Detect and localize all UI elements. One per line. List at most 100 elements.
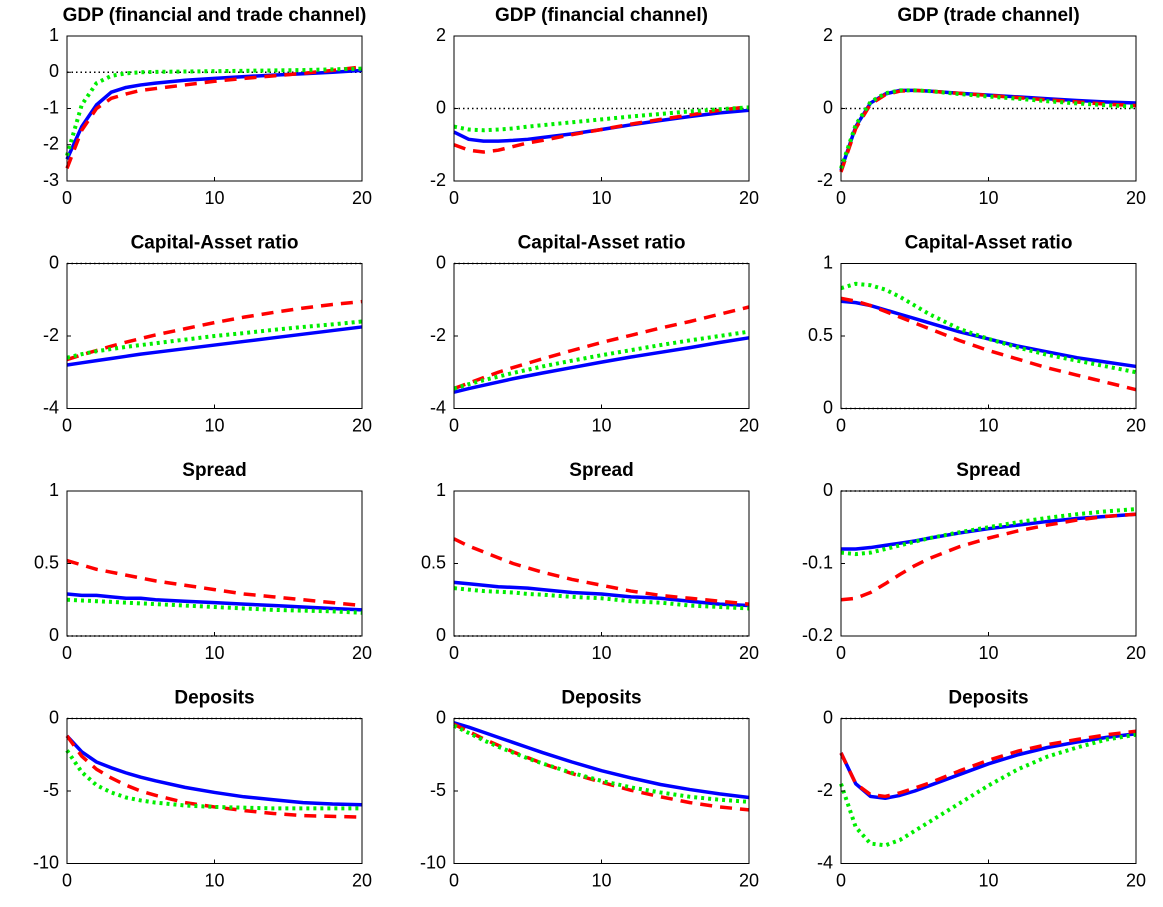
y-tick-label: 1 (823, 252, 833, 272)
y-tick-label: 1 (436, 480, 446, 500)
y-tick-label: -2 (43, 325, 59, 345)
chart-title: Spread (182, 460, 246, 481)
y-tick-label: -0.1 (802, 552, 833, 572)
chart-title: Deposits (174, 688, 254, 709)
x-tick-label: 10 (978, 188, 998, 208)
plot-frame (66, 35, 363, 182)
chart-title: Spread (956, 460, 1020, 481)
plot-frame (453, 490, 750, 637)
x-tick-label: 20 (352, 643, 372, 663)
series-line (840, 507, 1137, 557)
series-line (65, 65, 363, 169)
y-tick-label: -2 (430, 170, 446, 190)
chart-title: Deposits (948, 688, 1028, 709)
x-tick-label: 20 (739, 643, 759, 663)
x-tick-label: 20 (739, 870, 759, 890)
series-line (453, 721, 750, 800)
series-line (66, 319, 363, 360)
series-line (66, 592, 363, 612)
plot-frame (840, 263, 1137, 409)
x-tick-label: 0 (836, 188, 846, 208)
x-tick-label: 20 (739, 415, 759, 435)
y-tick-label: -2 (43, 134, 59, 154)
y-tick-label: -4 (817, 852, 833, 872)
x-tick-label: 10 (978, 870, 998, 890)
x-tick-label: 0 (449, 415, 459, 435)
x-tick-label: 20 (352, 188, 372, 208)
y-tick-label: 0.5 (808, 325, 833, 345)
series-line (453, 580, 750, 608)
x-tick-label: 0 (62, 415, 72, 435)
y-tick-label: 0.5 (421, 552, 446, 572)
series-line (453, 336, 750, 394)
series-line (453, 722, 750, 812)
y-tick-label: 2 (436, 25, 446, 45)
y-tick-label: -10 (420, 852, 446, 872)
series-line (66, 325, 363, 367)
x-tick-label: 20 (352, 870, 372, 890)
y-tick-label: -1 (43, 97, 59, 117)
x-tick-label: 0 (449, 870, 459, 890)
series-line (839, 88, 1137, 169)
series-line (453, 329, 750, 391)
series-line (453, 105, 750, 133)
series-line (839, 731, 1137, 800)
y-tick-label: -5 (430, 780, 446, 800)
y-tick-label: 0 (436, 97, 446, 117)
x-tick-label: 10 (591, 870, 611, 890)
y-tick-label: -4 (430, 397, 446, 417)
series-line (453, 108, 750, 143)
x-tick-label: 10 (978, 415, 998, 435)
y-tick-label: -4 (43, 397, 59, 417)
y-tick-label: 0 (49, 625, 59, 645)
y-tick-label: 0 (823, 397, 833, 417)
y-tick-label: 0 (436, 625, 446, 645)
series-line (66, 558, 363, 608)
x-tick-label: 20 (1126, 643, 1146, 663)
y-tick-label: -2 (430, 325, 446, 345)
x-tick-label: 10 (591, 188, 611, 208)
y-tick-label: 0 (436, 252, 446, 272)
x-tick-label: 0 (62, 870, 72, 890)
y-tick-label: -2 (817, 170, 833, 190)
series-line (840, 296, 1137, 392)
series-line (453, 586, 750, 611)
y-tick-label: 0 (49, 707, 59, 727)
y-tick-label: 0 (49, 252, 59, 272)
x-tick-label: 20 (352, 415, 372, 435)
series-line (65, 734, 363, 819)
series-line (839, 88, 1137, 171)
y-tick-label: 0 (823, 480, 833, 500)
x-tick-label: 0 (449, 188, 459, 208)
y-tick-label: 1 (49, 25, 59, 45)
x-tick-label: 0 (62, 643, 72, 663)
y-tick-label: 1 (49, 480, 59, 500)
series-line (66, 299, 363, 362)
x-tick-label: 10 (204, 643, 224, 663)
y-tick-label: -3 (43, 170, 59, 190)
x-tick-label: 0 (836, 643, 846, 663)
x-tick-label: 10 (591, 643, 611, 663)
plot-frame (66, 490, 363, 637)
series-line (839, 732, 1137, 848)
y-tick-label: 0 (436, 707, 446, 727)
y-tick-label: 0 (823, 707, 833, 727)
series-line (66, 597, 363, 615)
x-tick-label: 10 (204, 415, 224, 435)
series-line (840, 299, 1137, 369)
chart-title: Deposits (561, 688, 641, 709)
chart-title: GDP (financial channel) (495, 5, 708, 26)
y-tick-label: -0.2 (802, 625, 833, 645)
series-line (65, 66, 363, 157)
x-tick-label: 20 (1126, 415, 1146, 435)
y-tick-label: 0 (823, 97, 833, 117)
x-tick-label: 10 (204, 188, 224, 208)
series-line (65, 734, 363, 807)
x-tick-label: 20 (1126, 870, 1146, 890)
plot-frame (840, 35, 1137, 182)
y-tick-label: -2 (817, 780, 833, 800)
y-tick-label: 0.5 (34, 552, 59, 572)
plot-frame (453, 263, 750, 409)
x-tick-label: 20 (739, 188, 759, 208)
